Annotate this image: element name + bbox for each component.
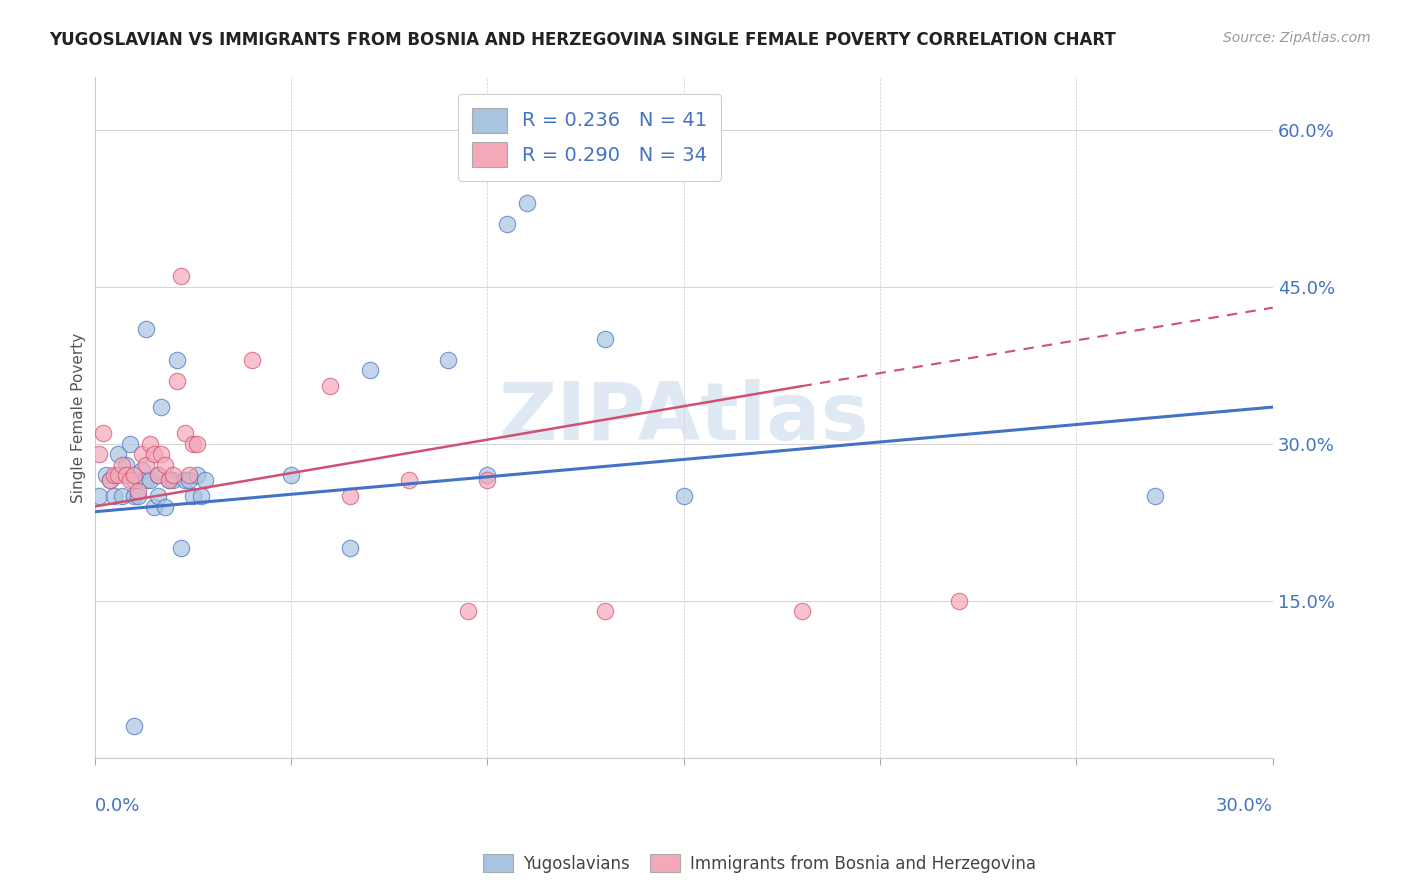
Point — [948, 593, 970, 607]
Point — [457, 604, 479, 618]
Point — [1143, 489, 1166, 503]
Point — [477, 474, 499, 488]
Point — [186, 468, 208, 483]
Point — [142, 447, 165, 461]
Point — [790, 604, 813, 618]
Point — [496, 217, 519, 231]
Point — [157, 474, 180, 488]
Point — [127, 489, 149, 503]
Text: YUGOSLAVIAN VS IMMIGRANTS FROM BOSNIA AND HERZEGOVINA SINGLE FEMALE POVERTY CORR: YUGOSLAVIAN VS IMMIGRANTS FROM BOSNIA AN… — [49, 31, 1116, 49]
Point — [100, 474, 122, 488]
Point — [170, 269, 193, 284]
Point — [115, 468, 138, 483]
Point — [181, 436, 204, 450]
Point — [111, 489, 134, 503]
Point — [131, 447, 153, 461]
Point — [122, 489, 145, 503]
Text: 0.0%: 0.0% — [94, 797, 141, 814]
Point — [111, 458, 134, 472]
Point — [319, 379, 342, 393]
Point — [516, 196, 538, 211]
Point — [131, 463, 153, 477]
Point — [100, 474, 122, 488]
Point — [157, 474, 180, 488]
Point — [186, 436, 208, 450]
Point — [170, 541, 193, 556]
Point — [118, 474, 141, 488]
Point — [87, 447, 110, 461]
Point — [146, 489, 169, 503]
Point — [437, 353, 460, 368]
Point — [122, 474, 145, 488]
Point — [122, 468, 145, 483]
Point — [138, 474, 160, 488]
Point — [127, 483, 149, 498]
Point — [107, 447, 129, 461]
Point — [91, 426, 114, 441]
Point — [166, 374, 188, 388]
Point — [155, 458, 177, 472]
Point — [115, 458, 138, 472]
Point — [359, 363, 381, 377]
Point — [162, 468, 184, 483]
Point — [107, 468, 129, 483]
Point — [135, 474, 157, 488]
Point — [118, 436, 141, 450]
Point — [87, 489, 110, 503]
Point — [280, 468, 302, 483]
Point — [174, 474, 197, 488]
Point — [398, 474, 420, 488]
Point — [593, 604, 616, 618]
Point — [135, 458, 157, 472]
Point — [146, 468, 169, 483]
Point — [240, 353, 263, 368]
Point — [177, 468, 200, 483]
Point — [122, 719, 145, 733]
Point — [339, 489, 361, 503]
Point — [150, 400, 173, 414]
Legend: R = 0.236   N = 41, R = 0.290   N = 34: R = 0.236 N = 41, R = 0.290 N = 34 — [458, 94, 721, 181]
Point — [103, 489, 125, 503]
Point — [103, 468, 125, 483]
Point — [339, 541, 361, 556]
Point — [96, 468, 118, 483]
Text: 30.0%: 30.0% — [1216, 797, 1272, 814]
Point — [177, 474, 200, 488]
Point — [142, 500, 165, 514]
Point — [190, 489, 212, 503]
Point — [593, 332, 616, 346]
Text: ZIPAtlas: ZIPAtlas — [498, 378, 869, 457]
Legend: Yugoslavians, Immigrants from Bosnia and Herzegovina: Yugoslavians, Immigrants from Bosnia and… — [477, 847, 1042, 880]
Y-axis label: Single Female Poverty: Single Female Poverty — [72, 333, 86, 503]
Point — [174, 426, 197, 441]
Point — [138, 436, 160, 450]
Text: Source: ZipAtlas.com: Source: ZipAtlas.com — [1223, 31, 1371, 45]
Point — [477, 468, 499, 483]
Point — [150, 447, 173, 461]
Point — [194, 474, 217, 488]
Point — [672, 489, 695, 503]
Point — [146, 468, 169, 483]
Point — [155, 500, 177, 514]
Point — [162, 474, 184, 488]
Point — [166, 353, 188, 368]
Point — [181, 489, 204, 503]
Point — [135, 321, 157, 335]
